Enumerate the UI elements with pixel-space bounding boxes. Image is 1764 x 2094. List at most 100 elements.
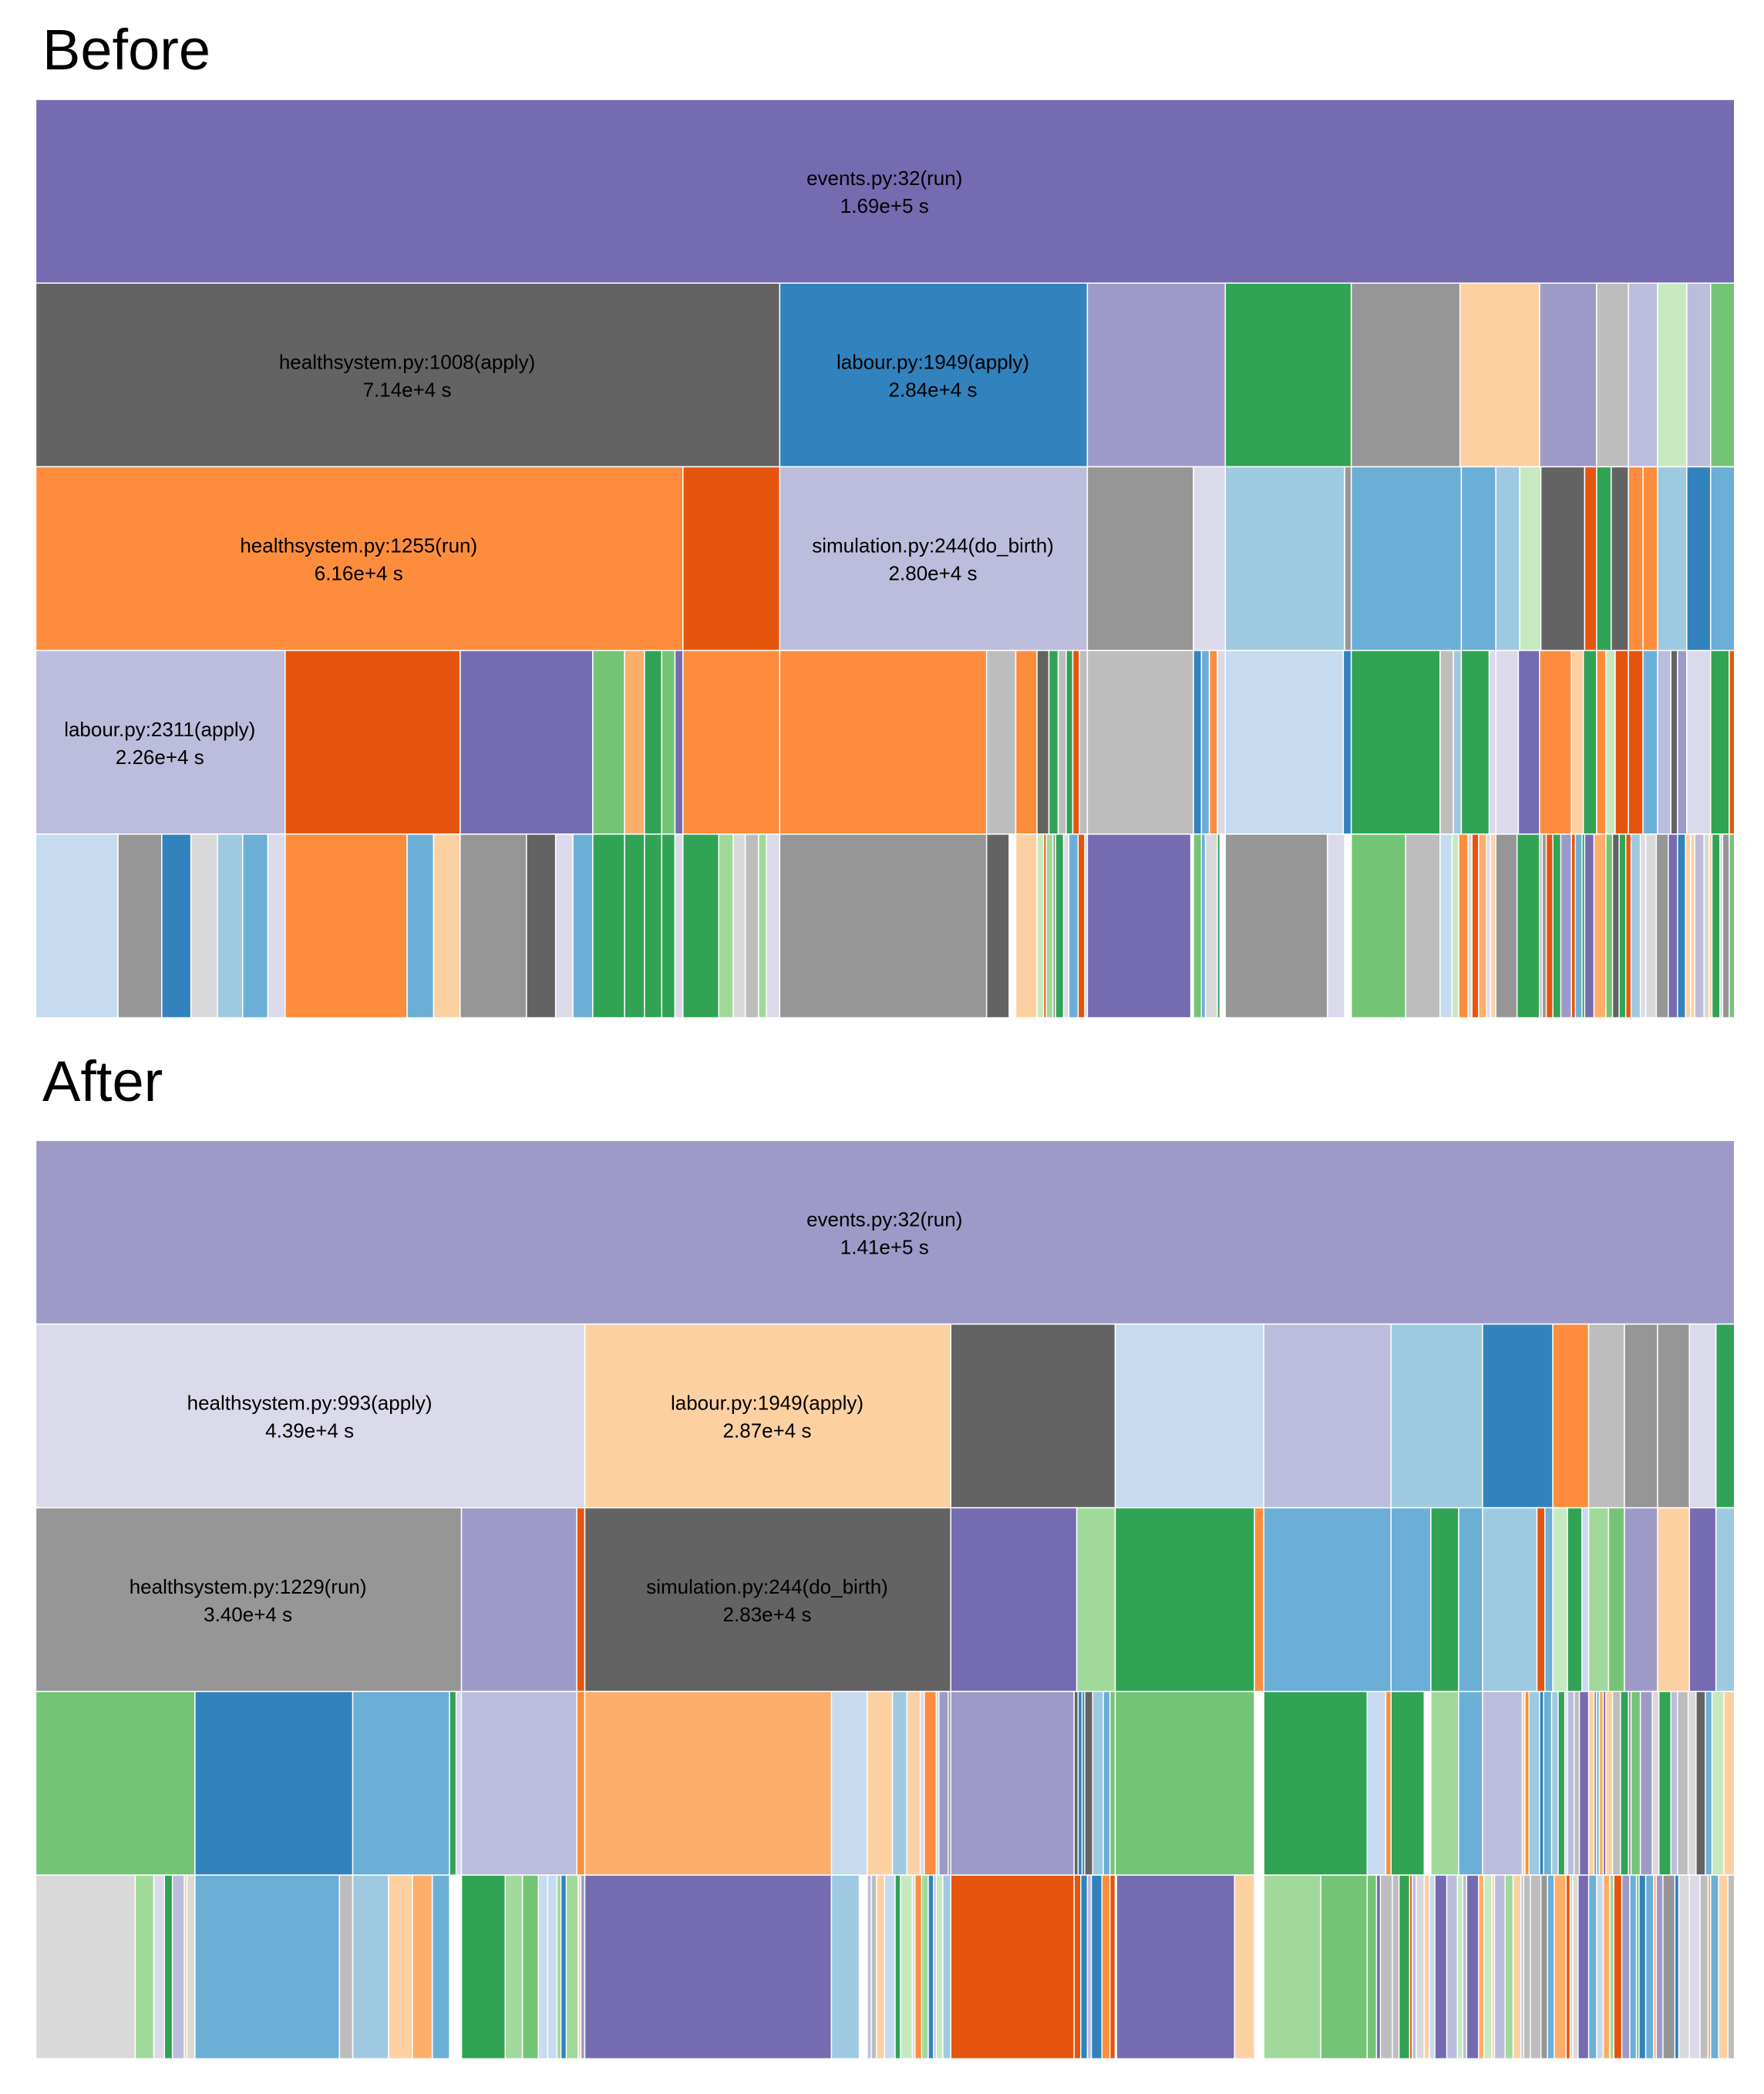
call-block[interactable] [1657, 1323, 1691, 1509]
call-block[interactable] [352, 1691, 450, 1876]
call-block[interactable] [624, 649, 645, 835]
call-block[interactable] [1540, 466, 1586, 651]
call-block[interactable] [1204, 833, 1220, 1018]
call-block[interactable] [758, 833, 767, 1018]
call-block[interactable] [674, 833, 684, 1018]
call-block[interactable] [1350, 466, 1463, 651]
call-block[interactable] [1519, 466, 1542, 651]
call-block[interactable] [1224, 649, 1345, 835]
call-block[interactable] [950, 1691, 1075, 1876]
call-block[interactable] [1076, 1507, 1116, 1692]
call-block[interactable] [906, 1691, 921, 1876]
call-block[interactable] [1539, 282, 1597, 468]
call-block[interactable] [1458, 1691, 1483, 1876]
call-block[interactable] [1710, 466, 1735, 651]
call-block[interactable] [1657, 282, 1688, 468]
node-block[interactable] [35, 466, 684, 651]
call-block[interactable] [1729, 833, 1735, 1018]
call-block[interactable] [1596, 649, 1607, 835]
call-block[interactable] [35, 1874, 136, 2060]
node-block[interactable] [779, 282, 1089, 468]
call-block[interactable] [1657, 649, 1671, 835]
call-block[interactable] [1655, 833, 1671, 1018]
call-block[interactable] [1715, 1507, 1735, 1692]
call-block[interactable] [661, 833, 676, 1018]
call-block[interactable] [217, 833, 244, 1018]
call-block[interactable] [1658, 1691, 1673, 1876]
call-block[interactable] [584, 1691, 833, 1876]
node-block[interactable] [584, 1323, 951, 1509]
call-block[interactable] [1263, 1323, 1392, 1509]
call-block[interactable] [1460, 649, 1490, 835]
call-block[interactable] [1116, 1874, 1236, 2060]
call-block[interactable] [412, 1874, 433, 2060]
call-block[interactable] [732, 833, 746, 1018]
node-block[interactable] [35, 1507, 463, 1692]
call-block[interactable] [1710, 282, 1735, 468]
call-block[interactable] [576, 1691, 586, 1876]
call-block[interactable] [644, 833, 663, 1018]
call-block[interactable] [1490, 833, 1496, 1018]
call-block[interactable] [1729, 649, 1735, 835]
node-block[interactable] [584, 1507, 951, 1692]
call-block[interactable] [431, 1874, 450, 2060]
call-block[interactable] [1688, 1323, 1717, 1509]
call-block[interactable] [900, 1874, 914, 2060]
call-block[interactable] [1567, 1507, 1583, 1692]
call-block[interactable] [1611, 466, 1629, 651]
call-block[interactable] [1466, 1874, 1481, 2060]
call-block[interactable] [460, 649, 594, 835]
call-block[interactable] [1439, 833, 1454, 1018]
call-block[interactable] [580, 1874, 586, 2060]
call-block[interactable] [1390, 1507, 1432, 1692]
call-block[interactable] [521, 1874, 540, 2060]
call-block[interactable] [1434, 1874, 1449, 2060]
call-block[interactable] [1057, 649, 1067, 835]
call-block[interactable] [1114, 1323, 1264, 1509]
call-block[interactable] [1036, 649, 1050, 835]
call-block[interactable] [194, 1874, 341, 2060]
call-block[interactable] [950, 1874, 1075, 2060]
call-block[interactable] [985, 649, 1017, 835]
call-block[interactable] [1495, 466, 1520, 651]
call-block[interactable] [1072, 649, 1080, 835]
node-block[interactable] [35, 282, 781, 468]
call-block[interactable] [1224, 833, 1328, 1018]
call-block[interactable] [1584, 466, 1597, 651]
call-block[interactable] [1686, 466, 1712, 651]
call-block[interactable] [1048, 649, 1059, 835]
call-block[interactable] [352, 1874, 389, 2060]
call-block[interactable] [1670, 649, 1678, 835]
call-block[interactable] [1086, 833, 1192, 1018]
call-block[interactable] [1200, 649, 1210, 835]
call-block[interactable] [1495, 649, 1520, 835]
call-block[interactable] [460, 1507, 577, 1692]
call-block[interactable] [1582, 649, 1597, 835]
call-block[interactable] [1263, 1507, 1392, 1692]
call-block[interactable] [1350, 282, 1461, 468]
call-block[interactable] [1109, 1691, 1116, 1876]
call-block[interactable] [460, 1691, 577, 1876]
call-block[interactable] [1193, 649, 1203, 835]
call-block[interactable] [1727, 1874, 1735, 2060]
call-block[interactable] [554, 833, 574, 1018]
call-block[interactable] [284, 833, 408, 1018]
call-block[interactable] [779, 649, 988, 835]
call-block[interactable] [830, 1874, 860, 2060]
call-block[interactable] [1607, 1507, 1625, 1692]
call-block[interactable] [1686, 649, 1712, 835]
call-block[interactable] [1723, 1691, 1735, 1876]
call-block[interactable] [1482, 1691, 1523, 1876]
call-block[interactable] [1453, 649, 1463, 835]
call-block[interactable] [1624, 1507, 1658, 1692]
call-block[interactable] [267, 833, 286, 1018]
call-block[interactable] [1516, 833, 1540, 1018]
call-block[interactable] [1628, 649, 1644, 835]
call-block[interactable] [1234, 1874, 1255, 2060]
call-block[interactable] [1114, 1507, 1255, 1692]
call-block[interactable] [338, 1874, 354, 2060]
call-block[interactable] [1628, 466, 1644, 651]
call-block[interactable] [950, 1507, 1078, 1692]
call-block[interactable] [449, 1691, 457, 1876]
call-block[interactable] [406, 833, 435, 1018]
